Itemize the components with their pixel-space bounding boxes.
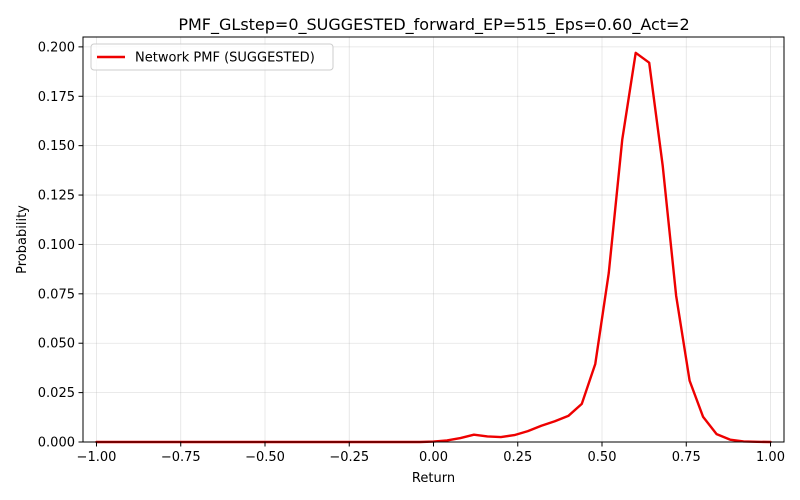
legend-entry-label: Network PMF (SUGGESTED)	[135, 51, 315, 66]
legend: Network PMF (SUGGESTED)	[90, 43, 334, 71]
x-tick-label: −0.75	[161, 450, 201, 465]
y-tick-label: 0.050	[38, 337, 75, 352]
x-tick-label: 0.25	[503, 450, 532, 465]
y-tick-label: 0.100	[38, 238, 75, 253]
y-axis-label: Probability	[15, 205, 30, 274]
x-tick-label: −0.50	[245, 450, 285, 465]
x-tick-label: 1.00	[756, 450, 785, 465]
x-tick-label: −0.25	[329, 450, 369, 465]
x-axis-label: Return	[412, 471, 455, 486]
y-tick-label: 0.150	[38, 139, 75, 154]
y-tick-label: 0.200	[38, 40, 75, 55]
x-tick-label: 0.75	[672, 450, 701, 465]
y-tick-label: 0.075	[38, 287, 75, 302]
y-tick-label: 0.125	[38, 189, 75, 204]
x-tick-label: −1.00	[77, 450, 117, 465]
x-tick-label: 0.00	[419, 450, 448, 465]
y-tick-label: 0.175	[38, 90, 75, 105]
y-tick-label: 0.025	[38, 386, 75, 401]
chart-title: PMF_GLstep=0_SUGGESTED_forward_EP=515_Ep…	[178, 15, 689, 35]
legend-box	[90, 43, 334, 71]
y-axis: 0.000 0.025 0.050 0.075 0.100 0.125 0.150 0.175…	[38, 40, 83, 451]
grid-lines	[83, 37, 784, 443]
x-tick-label: 0.50	[588, 450, 617, 465]
x-axis: −1.00 −0.75 −0.50 −0.25 0.00 0.25 0.50 0.75 1.00	[77, 442, 785, 465]
y-tick-label: 0.000	[38, 436, 75, 451]
